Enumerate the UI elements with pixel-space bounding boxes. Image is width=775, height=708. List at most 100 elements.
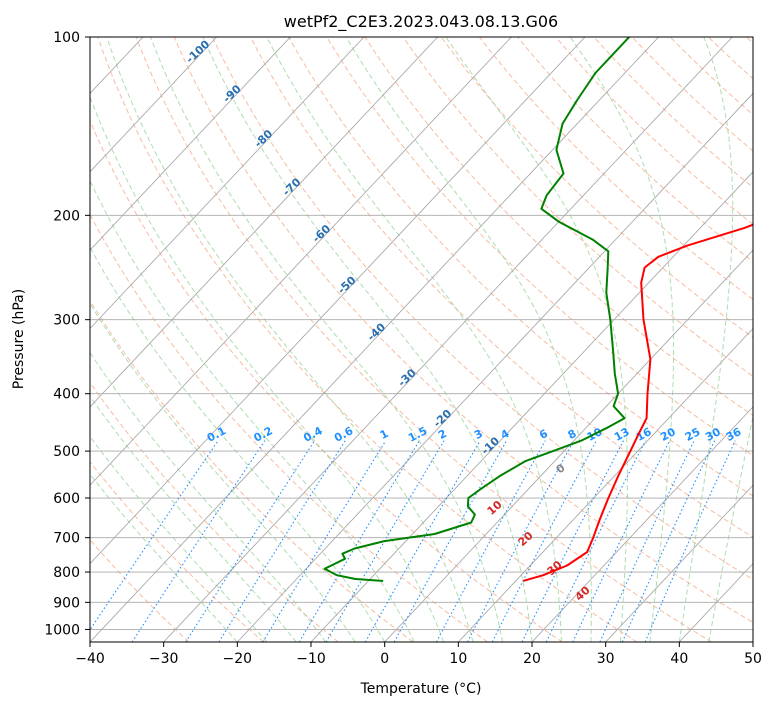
plot-frame xyxy=(89,36,754,643)
y-tick-label: 700 xyxy=(53,531,80,547)
isotherm-line xyxy=(310,171,753,642)
isotherm-label: -70 xyxy=(280,175,304,198)
mixing-ratio-line xyxy=(599,440,695,642)
dry-adiabat xyxy=(326,37,753,457)
moist-adiabat-label: 40 xyxy=(573,583,593,603)
x-tick-label: −20 xyxy=(223,651,253,667)
mixing-ratio-label: 25 xyxy=(683,425,703,444)
x-tick-label: 30 xyxy=(597,651,615,667)
y-tick-label: 600 xyxy=(53,491,80,507)
isotherm-line xyxy=(90,37,291,251)
x-axis: −40 −30 −20 −10 0 10 20 30 40 50 xyxy=(75,642,762,667)
moist-adiabat xyxy=(90,473,238,642)
moist-adiabat xyxy=(90,435,268,642)
y-tick-label: 500 xyxy=(53,444,80,460)
mixing-ratio-label: 30 xyxy=(703,425,723,444)
dry-adiabat xyxy=(440,37,753,339)
isotherm-line xyxy=(90,37,586,565)
mixing-ratio-label: 6 xyxy=(537,427,550,442)
y-tick-label: 900 xyxy=(53,595,80,611)
dry-adiabat xyxy=(631,37,753,152)
moist-adiabat xyxy=(150,37,503,642)
dry-adiabat xyxy=(402,37,753,377)
y-tick-label: 1000 xyxy=(44,622,80,638)
isotherm-line xyxy=(237,92,753,642)
mixing-ratio-line xyxy=(298,440,420,642)
mixing-ratio-label: 20 xyxy=(658,425,678,444)
x-tick-label: −30 xyxy=(149,651,179,667)
temperature-line xyxy=(522,223,753,582)
moist-adiabat-label: 0 xyxy=(553,461,568,476)
moist-adiabat xyxy=(90,351,327,642)
dry-adiabat xyxy=(669,37,753,116)
isotherm-label: -80 xyxy=(252,127,276,150)
background-lines xyxy=(90,37,753,642)
isotherm-line xyxy=(605,484,753,642)
moist-adiabat xyxy=(445,37,628,642)
isotherm-line xyxy=(90,37,218,173)
y-tick-label: 200 xyxy=(53,208,80,224)
chart-title: wetPf2_C2E3.2023.043.08.13.G06 xyxy=(284,12,558,32)
moist-adiabat-label: 10 xyxy=(485,498,505,518)
mixing-ratio-label: 16 xyxy=(634,425,654,444)
dry-adiabat xyxy=(593,37,753,189)
y-tick-label: 300 xyxy=(53,313,80,329)
mixing-ratio-line xyxy=(218,440,346,642)
mixing-ratio-line xyxy=(131,440,266,642)
x-axis-label: Temperature (°C) xyxy=(360,681,482,697)
mixing-ratio-line xyxy=(393,440,508,642)
moist-adiabat-label: 20 xyxy=(516,529,536,549)
mixing-ratio-line xyxy=(435,440,546,642)
isotherm-line xyxy=(531,406,753,642)
moist-adiabat xyxy=(90,246,386,642)
isotherm-label: -40 xyxy=(365,320,389,343)
moist-adiabat xyxy=(266,37,562,642)
x-tick-label: 20 xyxy=(523,651,541,667)
mixing-ratio-label: 1 xyxy=(378,427,391,442)
mixing-ratio-label: 8 xyxy=(566,427,579,442)
mixing-ratio-line xyxy=(262,440,387,642)
mixing-ratio-label: 36 xyxy=(724,425,744,444)
moist-adiabat xyxy=(106,37,474,642)
dry-adiabat xyxy=(288,37,753,497)
dry-adiabat xyxy=(90,299,414,642)
moist-adiabat xyxy=(678,37,734,642)
dry-adiabat xyxy=(90,119,563,642)
isotherm-line xyxy=(90,37,365,330)
dry-adiabat xyxy=(90,461,264,642)
isotherm-label: -20 xyxy=(431,407,455,430)
moist-adiabat xyxy=(90,302,356,642)
isotherm-line xyxy=(163,37,733,642)
moist-adiabat xyxy=(90,179,415,642)
isotherm-label: -60 xyxy=(310,222,334,245)
moist-adiabat xyxy=(90,395,297,642)
isotherm-label: -30 xyxy=(395,366,419,389)
mixing-ratio-line xyxy=(364,440,481,642)
moist-adiabat xyxy=(202,37,533,642)
isotherm-label: -90 xyxy=(220,82,244,105)
y-tick-label: 800 xyxy=(53,565,80,581)
x-tick-label: −40 xyxy=(75,651,105,667)
mixing-ratio-label: 0.4 xyxy=(301,424,325,445)
x-tick-label: 50 xyxy=(744,651,762,667)
mixing-ratio-label: 0.2 xyxy=(252,424,275,445)
profile-lines xyxy=(323,37,753,582)
isotherm-line xyxy=(752,641,753,642)
x-tick-label: 10 xyxy=(449,651,467,667)
dewpoint-line xyxy=(323,37,630,582)
isotherm-line xyxy=(458,327,753,642)
mixing-ratio-label: 13 xyxy=(612,425,632,444)
dry-adiabat xyxy=(746,37,753,44)
mixing-ratio-line xyxy=(545,440,646,642)
x-tick-label: 40 xyxy=(670,651,688,667)
x-tick-label: −10 xyxy=(296,651,326,667)
isotherm-line xyxy=(90,37,512,486)
mixing-ratio-line xyxy=(521,440,624,642)
y-axis-label: Pressure (hPa) xyxy=(11,289,27,389)
dry-adiabat xyxy=(135,37,712,642)
dry-adiabat xyxy=(90,213,488,642)
y-tick-label: 100 xyxy=(53,30,80,46)
mixing-ratio-line xyxy=(325,440,445,642)
y-axis: 100 200 300 400 500 600 700 800 900 1000 xyxy=(44,30,90,638)
